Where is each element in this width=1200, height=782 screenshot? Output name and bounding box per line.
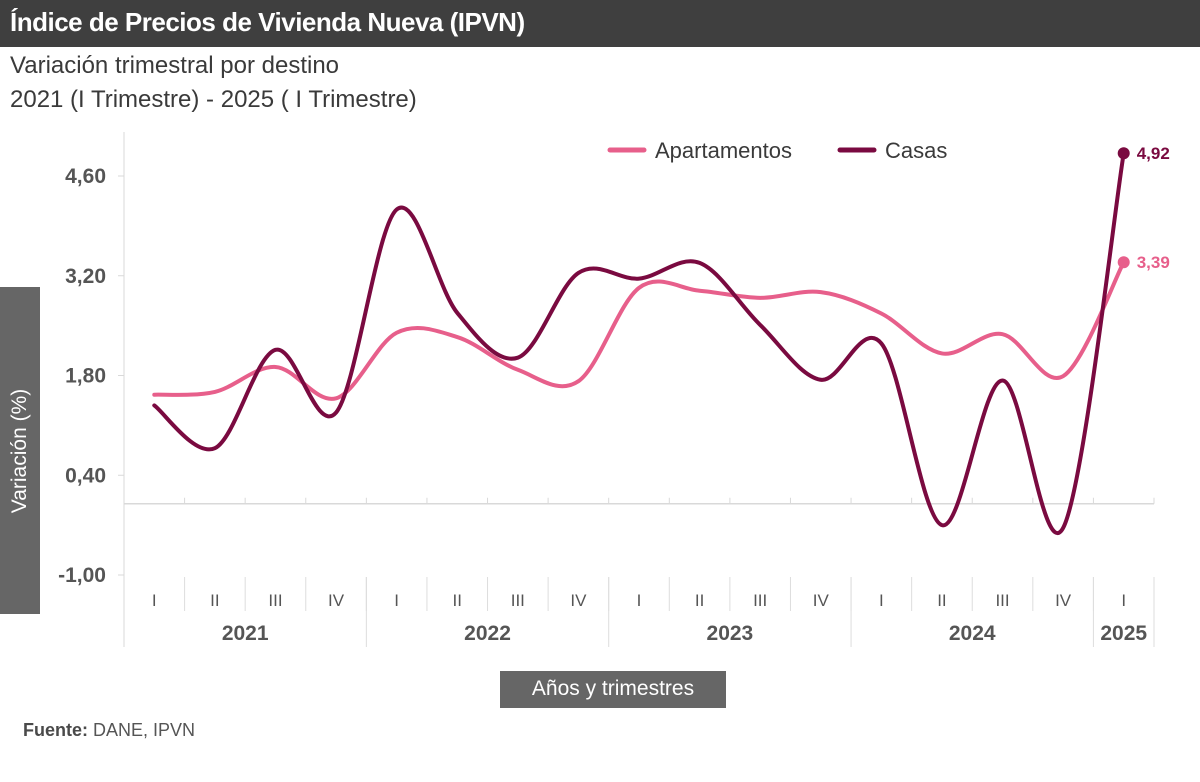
source-value: DANE, IPVN bbox=[88, 720, 196, 740]
source-note: Fuente: DANE, IPVN bbox=[23, 720, 195, 741]
quarter-label: II bbox=[453, 591, 462, 610]
legend-item-casas: Casas bbox=[837, 138, 947, 163]
y-tick-label: 3,20 bbox=[65, 265, 106, 288]
quarter-label: III bbox=[511, 591, 525, 610]
y-tick-label: 1,80 bbox=[65, 365, 106, 388]
axes: -1,000,401,803,204,60I II III IV I II III IV I II… bbox=[58, 132, 1155, 647]
series-casas: 4,92 bbox=[152, 144, 1170, 535]
end-label-apartamentos: 3,39 bbox=[1137, 253, 1170, 272]
year-label: 2023 bbox=[707, 622, 754, 645]
legend-item-apartamentos: Apartamentos bbox=[607, 138, 792, 163]
legend-label-apartamentos: Apartamentos bbox=[655, 138, 792, 163]
y-axis-title: Variación (%) bbox=[8, 388, 31, 513]
x-axis-title-box: Años y trimestres bbox=[500, 671, 726, 708]
quarter-label: II bbox=[937, 591, 946, 610]
year-label: 2025 bbox=[1100, 622, 1147, 645]
source-label: Fuente: bbox=[23, 720, 88, 740]
quarter-label: I bbox=[152, 591, 157, 610]
quarter-label: IV bbox=[813, 591, 830, 610]
chart-title: Índice de Precios de Vivienda Nueva (IPV… bbox=[10, 7, 525, 37]
quarter-label: IV bbox=[570, 591, 587, 610]
end-marker-apartamentos bbox=[1117, 256, 1130, 269]
line-apartamentos bbox=[152, 260, 1126, 401]
end-marker-casas bbox=[1117, 147, 1130, 160]
quarter-label: III bbox=[995, 591, 1009, 610]
title-bar: Índice de Precios de Vivienda Nueva (IPV… bbox=[0, 0, 1200, 47]
quarter-label: III bbox=[753, 591, 767, 610]
quarter-label: I bbox=[394, 591, 399, 610]
year-label: 2024 bbox=[949, 622, 996, 645]
y-tick-label: 0,40 bbox=[65, 464, 106, 487]
chart-period: 2021 (I Trimestre) - 2025 ( I Trimestre) bbox=[10, 86, 417, 113]
year-label: 2021 bbox=[222, 622, 269, 645]
line-casas bbox=[152, 151, 1126, 535]
series: 3,39 4,92 bbox=[152, 144, 1170, 535]
chart-subtitle: Variación trimestral por destino bbox=[10, 52, 340, 79]
y-tick-label: -1,00 bbox=[58, 564, 106, 587]
quarter-label: II bbox=[210, 591, 219, 610]
y-axis-title-box: Variación (%) bbox=[0, 287, 40, 614]
quarter-label: I bbox=[637, 591, 642, 610]
year-label: 2022 bbox=[464, 622, 511, 645]
quarter-label: I bbox=[1121, 591, 1126, 610]
y-tick-label: 4,60 bbox=[65, 165, 106, 188]
quarter-label: IV bbox=[328, 591, 345, 610]
series-apartamentos: 3,39 bbox=[152, 253, 1170, 401]
x-axis-title: Años y trimestres bbox=[531, 677, 695, 700]
legend-label-casas: Casas bbox=[885, 138, 947, 163]
end-label-casas: 4,92 bbox=[1137, 144, 1170, 163]
legend: Apartamentos Casas bbox=[607, 138, 947, 163]
quarter-label: I bbox=[879, 591, 884, 610]
quarter-label: III bbox=[268, 591, 282, 610]
quarter-label: II bbox=[695, 591, 704, 610]
quarter-label: IV bbox=[1055, 591, 1072, 610]
